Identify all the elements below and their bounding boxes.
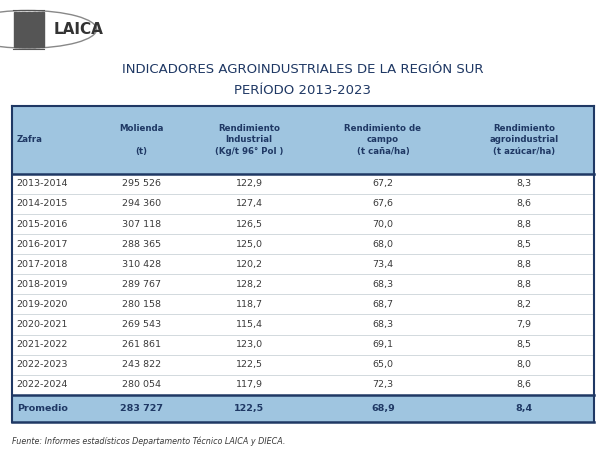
Bar	[14, 12, 17, 46]
Text: INDICADORES AGROINDUSTRIALES DE LA REGIÓN SUR: INDICADORES AGROINDUSTRIALES DE LA REGIÓ…	[122, 64, 484, 76]
Text: 120,2: 120,2	[236, 260, 262, 269]
Text: 8,6: 8,6	[516, 199, 531, 208]
Text: 126,5: 126,5	[236, 220, 262, 229]
Text: 67,2: 67,2	[373, 179, 393, 189]
Text: 2021-2022: 2021-2022	[17, 340, 68, 349]
Text: 8,8: 8,8	[516, 260, 531, 269]
Text: 8,8: 8,8	[516, 280, 531, 289]
Text: 2015-2016: 2015-2016	[17, 220, 68, 229]
Text: 269 543: 269 543	[122, 320, 161, 329]
Bar	[12, 395, 594, 422]
Bar	[32, 12, 35, 46]
Bar	[19, 12, 20, 46]
Text: 73,4: 73,4	[373, 260, 393, 269]
Bar	[24, 12, 26, 46]
Text: 72,3: 72,3	[373, 380, 393, 389]
Text: 122,9: 122,9	[236, 179, 262, 189]
Text: 307 118: 307 118	[122, 220, 161, 229]
Text: LAICA: LAICA	[54, 22, 104, 37]
Text: 69,1: 69,1	[373, 340, 393, 349]
Text: 122,5: 122,5	[234, 404, 264, 413]
Text: 117,9: 117,9	[236, 380, 262, 389]
Text: Molienda

(t): Molienda (t)	[119, 124, 164, 156]
Text: 310 428: 310 428	[122, 260, 161, 269]
Text: 295 526: 295 526	[122, 179, 161, 189]
Text: 8,3: 8,3	[516, 179, 531, 189]
Text: 261 861: 261 861	[122, 340, 161, 349]
Text: 2018-2019: 2018-2019	[17, 280, 68, 289]
Text: Rendimiento
Industrial
(Kg/t 96° Pol ): Rendimiento Industrial (Kg/t 96° Pol )	[215, 124, 284, 156]
Text: Promedio: Promedio	[17, 404, 68, 413]
Bar	[37, 12, 39, 46]
Bar	[21, 12, 24, 46]
Text: 2014-2015: 2014-2015	[17, 199, 68, 208]
Bar	[39, 12, 41, 46]
Text: 280 054: 280 054	[122, 380, 161, 389]
Text: 294 360: 294 360	[122, 199, 161, 208]
Text: 70,0: 70,0	[373, 220, 393, 229]
Text: 288 365: 288 365	[122, 239, 161, 249]
Text: 8,2: 8,2	[516, 300, 531, 309]
Text: 2020-2021: 2020-2021	[17, 320, 68, 329]
Text: 280 158: 280 158	[122, 300, 161, 309]
Text: 68,7: 68,7	[373, 300, 393, 309]
Text: 68,0: 68,0	[373, 239, 393, 249]
Text: 68,9: 68,9	[371, 404, 395, 413]
Text: 2013-2014: 2013-2014	[17, 179, 68, 189]
Text: 243 822: 243 822	[122, 360, 161, 369]
Text: 2017-2018: 2017-2018	[17, 260, 68, 269]
Text: PERÍODO 2013-2023: PERÍODO 2013-2023	[235, 84, 371, 97]
Text: Rendimiento
agroindustrial
(t azúcar/ha): Rendimiento agroindustrial (t azúcar/ha)	[490, 124, 559, 156]
Text: Fuente: Informes estadísticos Departamento Técnico LAICA y DIECA.: Fuente: Informes estadísticos Departamen…	[12, 436, 285, 446]
Text: 283 727: 283 727	[120, 404, 163, 413]
Text: 2019-2020: 2019-2020	[17, 300, 68, 309]
Text: 8,0: 8,0	[516, 360, 531, 369]
Text: 127,4: 127,4	[236, 199, 262, 208]
Text: 122,5: 122,5	[236, 360, 262, 369]
Bar	[41, 12, 44, 46]
Text: 128,2: 128,2	[236, 280, 262, 289]
Text: 7,9: 7,9	[516, 320, 531, 329]
Text: 2022-2023: 2022-2023	[17, 360, 68, 369]
Text: 67,6: 67,6	[373, 199, 393, 208]
Text: 68,3: 68,3	[373, 320, 393, 329]
Bar	[27, 12, 29, 46]
Text: 123,0: 123,0	[236, 340, 263, 349]
Text: Zafra: Zafra	[17, 135, 42, 144]
Text: 118,7: 118,7	[236, 300, 262, 309]
Bar	[12, 106, 594, 174]
Text: 2016-2017: 2016-2017	[17, 239, 68, 249]
Text: 289 767: 289 767	[122, 280, 161, 289]
Text: 68,3: 68,3	[373, 280, 393, 289]
Text: 2022-2024: 2022-2024	[17, 380, 68, 389]
Text: 125,0: 125,0	[236, 239, 262, 249]
Bar	[29, 12, 31, 46]
Text: 115,4: 115,4	[236, 320, 262, 329]
Text: 8,8: 8,8	[516, 220, 531, 229]
Text: 8,5: 8,5	[516, 239, 531, 249]
Text: Rendimiento de
campo
(t caña/ha): Rendimiento de campo (t caña/ha)	[344, 124, 422, 156]
Text: 8,6: 8,6	[516, 380, 531, 389]
Text: 8,4: 8,4	[516, 404, 533, 413]
Bar	[35, 12, 36, 46]
Text: 65,0: 65,0	[373, 360, 393, 369]
Text: 8,5: 8,5	[516, 340, 531, 349]
